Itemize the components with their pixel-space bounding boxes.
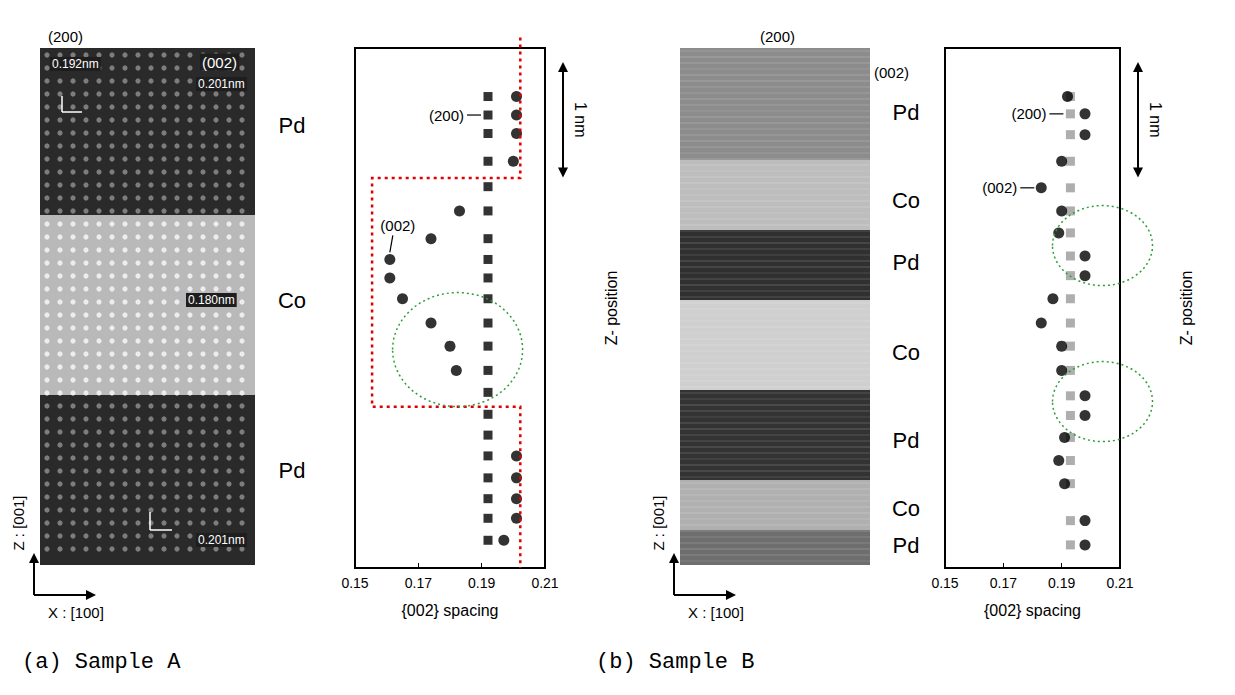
svg-text:(200): (200) xyxy=(1011,105,1046,122)
svg-text:(002): (002) xyxy=(874,64,909,81)
svg-text:(002): (002) xyxy=(982,179,1017,196)
svg-text:0.180nm: 0.180nm xyxy=(188,293,235,307)
svg-text:Co: Co xyxy=(278,288,306,313)
svg-text:(200): (200) xyxy=(429,107,464,124)
svg-text:1 nm: 1 nm xyxy=(572,102,589,138)
svg-text:Co: Co xyxy=(892,496,920,521)
svg-text:(002): (002) xyxy=(202,54,237,71)
svg-text:Pd: Pd xyxy=(893,533,920,558)
svg-text:0.19: 0.19 xyxy=(1048,575,1075,591)
svg-text:Pd: Pd xyxy=(893,250,920,275)
svg-text:Pd: Pd xyxy=(893,428,920,453)
svg-text:0.201nm: 0.201nm xyxy=(198,533,245,547)
svg-text:0.201nm: 0.201nm xyxy=(198,77,245,91)
svg-text:0.192nm: 0.192nm xyxy=(52,57,99,71)
svg-text:0.15: 0.15 xyxy=(341,575,368,591)
svg-text:0.15: 0.15 xyxy=(931,575,958,591)
svg-text:0.21: 0.21 xyxy=(1106,575,1133,591)
svg-text:Z : [001]: Z : [001] xyxy=(650,495,667,550)
svg-text:0.19: 0.19 xyxy=(468,575,495,591)
svg-text:Z : [001]: Z : [001] xyxy=(10,495,27,550)
svg-text:{002} spacing: {002} spacing xyxy=(984,602,1081,619)
svg-text:(002): (002) xyxy=(380,217,415,234)
svg-text:(a) Sample A: (a) Sample A xyxy=(22,650,181,675)
svg-text:(200): (200) xyxy=(760,28,795,45)
svg-text:(200): (200) xyxy=(48,28,83,45)
svg-text:Co: Co xyxy=(892,340,920,365)
svg-text:Pd: Pd xyxy=(279,113,306,138)
svg-text:0.21: 0.21 xyxy=(531,575,558,591)
svg-text:{002} spacing: {002} spacing xyxy=(402,602,499,619)
svg-text:Pd: Pd xyxy=(893,100,920,125)
svg-text:X : [100]: X : [100] xyxy=(688,604,744,621)
svg-text:1 nm: 1 nm xyxy=(1147,102,1164,138)
svg-text:0.17: 0.17 xyxy=(990,575,1017,591)
svg-text:Z- position: Z- position xyxy=(1178,271,1195,346)
svg-text:Pd: Pd xyxy=(279,458,306,483)
svg-text:Co: Co xyxy=(892,188,920,213)
svg-text:(b) Sample B: (b) Sample B xyxy=(596,650,754,675)
svg-text:X : [100]: X : [100] xyxy=(48,604,104,621)
svg-text:Z- position: Z- position xyxy=(603,271,620,346)
svg-text:0.17: 0.17 xyxy=(405,575,432,591)
